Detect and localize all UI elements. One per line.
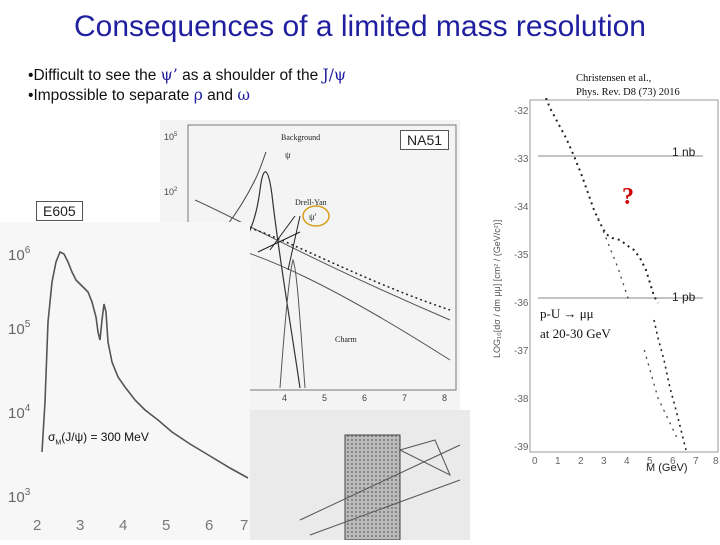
jpsi-symbol: J/ψ [322, 66, 347, 84]
detector-line [299, 444, 461, 521]
charm-label: Charm [335, 335, 358, 344]
christensen-frame [529, 99, 719, 453]
sigma-resolution: σM(J/ψ) = 300 MeV [48, 430, 149, 446]
detector-inset [250, 410, 470, 541]
bullet-psi-prime: •Difficult to see the ψ’ as a shoulder o… [28, 66, 346, 85]
x-tick-label: 5 [322, 393, 327, 403]
e605-spectrum [41, 250, 249, 479]
x-tick-label: 2 [33, 517, 41, 534]
bullet-text: and [202, 87, 238, 104]
na51-label: NA51 [400, 130, 450, 150]
reference-line: Phys. Rev. D8 (73) 2016 [576, 87, 680, 98]
drell-yan-curve [194, 199, 451, 321]
x-tick-label: 6 [362, 393, 367, 403]
x-tick-label: 6 [670, 456, 676, 467]
psi-prime-curve [279, 258, 306, 389]
psi-label: ψ [285, 150, 291, 160]
y-tick-label: 105 [164, 132, 178, 142]
x-tick-label: 2 [578, 456, 584, 467]
y-tick-label: 103 [8, 487, 31, 506]
christensen-svg: -32 -33 -34 -35 -36 -37 -38 -39 0 1 2 3 … [492, 97, 719, 467]
y-tick-label: -34 [514, 202, 529, 213]
x-tick-label: 3 [76, 517, 84, 534]
y-tick-label: 105 [8, 319, 31, 338]
x-tick-label: 4 [119, 517, 127, 534]
detector-shape [398, 439, 451, 477]
bullet-text: as a shoulder of the [177, 67, 323, 84]
rho-symbol: ρ [193, 86, 203, 104]
x-tick-label: 7 [402, 393, 407, 403]
bullet-text: Impossible to separate [33, 87, 194, 104]
background-label: Background [281, 133, 320, 142]
y-tick-label: -37 [514, 346, 529, 357]
e605-plot: 106 105 104 103 2 3 4 5 6 7 [8, 245, 249, 534]
psi-prime-label: ψ' [309, 212, 317, 222]
y-tick-label: 104 [8, 403, 31, 422]
na51-data-points [239, 224, 451, 311]
psi-prime-highlight [302, 205, 330, 227]
detector-drawing [299, 434, 461, 541]
christensen-y-ticks: -32 -33 -34 -35 -36 -37 -38 -39 [514, 106, 529, 453]
arrow-line [287, 215, 301, 271]
sigma-symbol: σ [48, 430, 56, 444]
drell-yan-label: Drell-Yan [295, 198, 327, 207]
bullet-dot: • [28, 67, 34, 84]
y-tick-label: -36 [514, 298, 529, 309]
x-tick-label: 8 [442, 393, 447, 403]
one-nb-label: 1 nb [672, 145, 696, 159]
bullet-dot: • [28, 87, 34, 104]
e605-x-ticks: 2 3 4 5 6 7 [33, 517, 248, 534]
bullet-rho-omega: •Impossible to separate ρ and ω [28, 86, 250, 105]
reaction-label: p-U → μμ [540, 306, 594, 321]
y-tick-label: -39 [514, 442, 529, 453]
question-mark: ? [622, 184, 634, 210]
sigma-subscript: M [55, 439, 62, 447]
reference-line: Christensen et al., [576, 73, 652, 84]
arrow-line [257, 231, 301, 253]
x-tick-label: 4 [624, 456, 630, 467]
x-tick-label: 0 [532, 456, 538, 467]
christensen-data-points [545, 97, 659, 304]
y-tick-label: -33 [514, 154, 529, 165]
y-tick-label: -35 [514, 250, 529, 261]
one-pb-label: 1 pb [672, 290, 696, 304]
reference-citation: Christensen et al., Phys. Rev. D8 (73) 2… [576, 72, 680, 100]
y-tick-label: -32 [514, 106, 529, 117]
e605-plot-panel: 106 105 104 103 2 3 4 5 6 7 [0, 222, 250, 540]
x-tick-label: 7 [240, 517, 248, 534]
reaction-box: p-U → μμ at 20-30 GeV [532, 300, 644, 350]
omega-symbol: ω [237, 86, 250, 104]
x-tick-label: 5 [162, 517, 170, 534]
e605-y-ticks: 106 105 104 103 [8, 245, 31, 506]
bullet-text: Difficult to see the [33, 67, 161, 84]
y-tick-label: -38 [514, 394, 529, 405]
sigma-text: (J/ψ) = 300 MeV [61, 430, 149, 444]
x-tick-label: 6 [205, 517, 213, 534]
x-tick-label: 4 [282, 393, 287, 403]
detector-line [309, 479, 461, 536]
x-tick-label: 8 [713, 456, 719, 467]
absorber-block [344, 434, 401, 541]
energy-label: at 20-30 GeV [540, 326, 611, 341]
e605-label: E605 [36, 201, 83, 221]
x-tick-label: 3 [601, 456, 607, 467]
christensen-plot: -32 -33 -34 -35 -36 -37 -38 -39 0 1 2 3 … [478, 97, 720, 480]
y-tick-label: 102 [164, 187, 178, 197]
slide-title: Consequences of a limited mass resolutio… [74, 10, 646, 43]
y-axis-label: LOG₁₀[dσ / dm μμ] [cm² / (GeV/c²)] [492, 220, 502, 358]
psi-prime-symbol: ψ’ [160, 66, 178, 84]
y-tick-label: 106 [8, 245, 31, 264]
x-tick-label: 7 [693, 456, 699, 467]
christensen-tail-points [653, 319, 687, 451]
x-tick-label: 5 [647, 456, 653, 467]
x-tick-label: 1 [555, 456, 561, 467]
x-axis-label: M (GeV) [646, 462, 688, 474]
christensen-extrapolation [597, 217, 679, 441]
christensen-x-ticks: 0 1 2 3 4 5 6 7 8 [532, 456, 719, 467]
